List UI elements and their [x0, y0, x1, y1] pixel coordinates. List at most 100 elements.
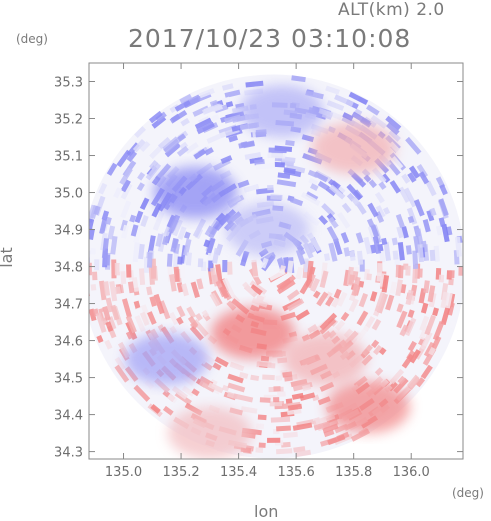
- echo-cell: [275, 448, 293, 455]
- echo-cell: [132, 242, 140, 263]
- echo-cell: [198, 88, 215, 99]
- echo-cell: [401, 353, 415, 369]
- echo-cell: [192, 218, 207, 238]
- echo-cell: [306, 242, 316, 254]
- echo-cell: [195, 312, 203, 322]
- echo-cell: [325, 85, 340, 95]
- echo-cell: [412, 264, 419, 284]
- echo-cell: [113, 187, 122, 199]
- echo-cell: [144, 379, 155, 390]
- echo-cell: [299, 277, 313, 295]
- echo-cell: [440, 291, 449, 309]
- echo-cell: [286, 289, 300, 301]
- echo-cell: [388, 129, 401, 142]
- echo-cell: [336, 291, 348, 307]
- echo-cell: [259, 397, 271, 403]
- echo-cell: [220, 155, 233, 165]
- echo-cell: [389, 281, 397, 294]
- velocity-region: [167, 407, 252, 459]
- echo-cell: [385, 115, 402, 131]
- echo-cell: [420, 302, 429, 314]
- echo-cell: [381, 275, 390, 293]
- echo-cell: [374, 291, 386, 313]
- echo-cell: [157, 136, 171, 150]
- echo-cell: [299, 392, 316, 401]
- echo-cell: [119, 264, 125, 272]
- echo-cell: [407, 215, 415, 224]
- echo-cell: [102, 306, 111, 321]
- echo-cell: [145, 162, 162, 181]
- y-tick-label: 34.7: [54, 298, 83, 313]
- echo-cell: [283, 167, 296, 175]
- velocity-region: [124, 333, 209, 386]
- echo-cell: [430, 335, 442, 351]
- echo-cell: [395, 213, 405, 228]
- echo-cell: [331, 296, 341, 308]
- echo-cell: [428, 346, 436, 356]
- echo-cell: [418, 171, 430, 185]
- echo-cell: [243, 183, 260, 193]
- echo-cell: [407, 340, 417, 352]
- echo-cell: [389, 180, 401, 194]
- echo-cell: [333, 238, 343, 256]
- echo-cell: [198, 380, 216, 393]
- echo-cell: [133, 300, 141, 310]
- echo-cell: [333, 288, 342, 299]
- x-tick-label: 135.6: [278, 465, 315, 480]
- echo-cell: [169, 325, 178, 334]
- echo-cell: [323, 253, 331, 261]
- echo-cell: [258, 442, 266, 448]
- echo-cell: [204, 225, 214, 237]
- echo-cell: [369, 244, 377, 254]
- echo-cell: [101, 238, 109, 259]
- echo-cell: [190, 281, 200, 299]
- echo-cell: [426, 209, 435, 222]
- echo-cell: [176, 145, 189, 157]
- echo-cell: [379, 250, 386, 263]
- echo-cell: [276, 279, 296, 295]
- echo-cell: [211, 114, 220, 122]
- echo-cell: [398, 186, 411, 203]
- echo-cell: [307, 232, 322, 252]
- echo-cell: [207, 382, 224, 394]
- x-tick-label: 136.0: [393, 465, 430, 480]
- echo-cell: [334, 320, 346, 331]
- echo-cell: [151, 115, 167, 129]
- echo-cell: [401, 173, 411, 184]
- echo-cell: [369, 291, 378, 302]
- echo-cell: [430, 225, 439, 238]
- x-axis-label: lon: [254, 502, 279, 521]
- timestamp-title: 2017/10/23 03:10:08: [128, 24, 412, 53]
- echo-cell: [356, 325, 370, 341]
- echo-cell: [419, 315, 430, 332]
- echo-cell: [432, 307, 439, 317]
- echo-cell: [291, 75, 306, 83]
- echo-cell: [417, 268, 423, 278]
- echo-cell: [300, 192, 321, 206]
- echo-cell: [170, 113, 181, 123]
- echo-cell: [277, 172, 291, 179]
- echo-cell: [209, 292, 221, 307]
- echo-cell: [318, 215, 329, 226]
- echo-cell: [382, 207, 391, 215]
- echo-cell: [346, 183, 363, 201]
- echo-cell: [458, 266, 463, 276]
- echo-cell: [325, 291, 333, 300]
- echo-cell: [397, 375, 407, 385]
- echo-cell: [176, 316, 184, 325]
- echo-cell: [310, 183, 319, 191]
- echo-cell: [260, 257, 269, 269]
- echo-cell: [371, 318, 382, 331]
- echo-cell: [307, 169, 319, 179]
- echo-cell: [252, 196, 262, 204]
- echo-cell: [351, 196, 361, 207]
- echo-cell: [224, 89, 241, 99]
- echo-cell: [432, 320, 445, 341]
- echo-cell: [319, 312, 338, 331]
- echo-cell: [440, 305, 451, 326]
- echo-cell: [281, 441, 291, 448]
- echo-cell: [405, 265, 411, 276]
- plot-frame: [88, 62, 464, 460]
- echo-cell: [276, 278, 292, 291]
- echo-cell: [250, 284, 263, 296]
